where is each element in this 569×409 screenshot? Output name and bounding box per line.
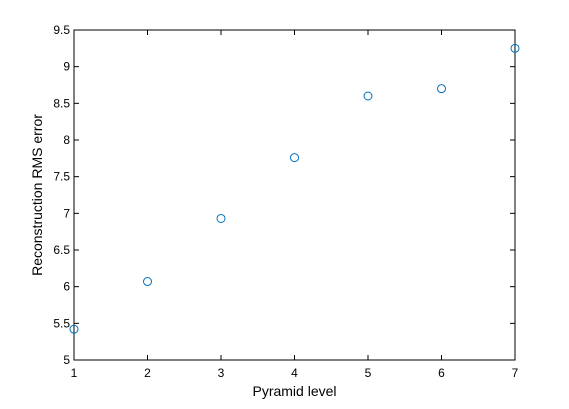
x-axis-ticks: 1 2 3 4 5 6 7 [71, 30, 519, 380]
data-point [363, 91, 373, 101]
y-tick-label: 5.5 [53, 316, 70, 330]
y-tick-label: 7.5 [53, 170, 70, 184]
data-point [69, 324, 79, 334]
y-axis-ticks: 5 5.5 6 6.5 7 7.5 8 8.5 9 9.5 [53, 23, 515, 367]
data-point [290, 153, 299, 163]
x-tick-label: 2 [144, 366, 151, 380]
y-tick-label: 9 [63, 60, 70, 74]
y-tick-label: 6.5 [53, 243, 70, 257]
y-tick-label: 8.5 [53, 96, 70, 110]
data-point [437, 84, 446, 94]
x-tick-label: 6 [438, 366, 445, 380]
y-tick-label: 8 [63, 133, 70, 147]
x-axis-label: Pyramid level [252, 383, 336, 399]
x-tick-label: 4 [291, 366, 298, 380]
y-tick-label: 5 [63, 353, 70, 367]
data-point [510, 43, 520, 53]
y-tick-label: 6 [63, 280, 70, 294]
x-tick-label: 3 [218, 366, 225, 380]
y-axis-label: Reconstruction RMS error [29, 114, 45, 276]
data-point [143, 277, 152, 287]
data-point [216, 213, 226, 223]
y-tick-label: 7 [63, 206, 70, 220]
x-tick-label: 7 [512, 366, 519, 380]
y-tick-label: 9.5 [53, 23, 70, 37]
x-tick-label: 1 [71, 366, 78, 380]
data-points [69, 43, 520, 334]
plot-area [73, 29, 516, 361]
x-tick-label: 5 [365, 366, 372, 380]
